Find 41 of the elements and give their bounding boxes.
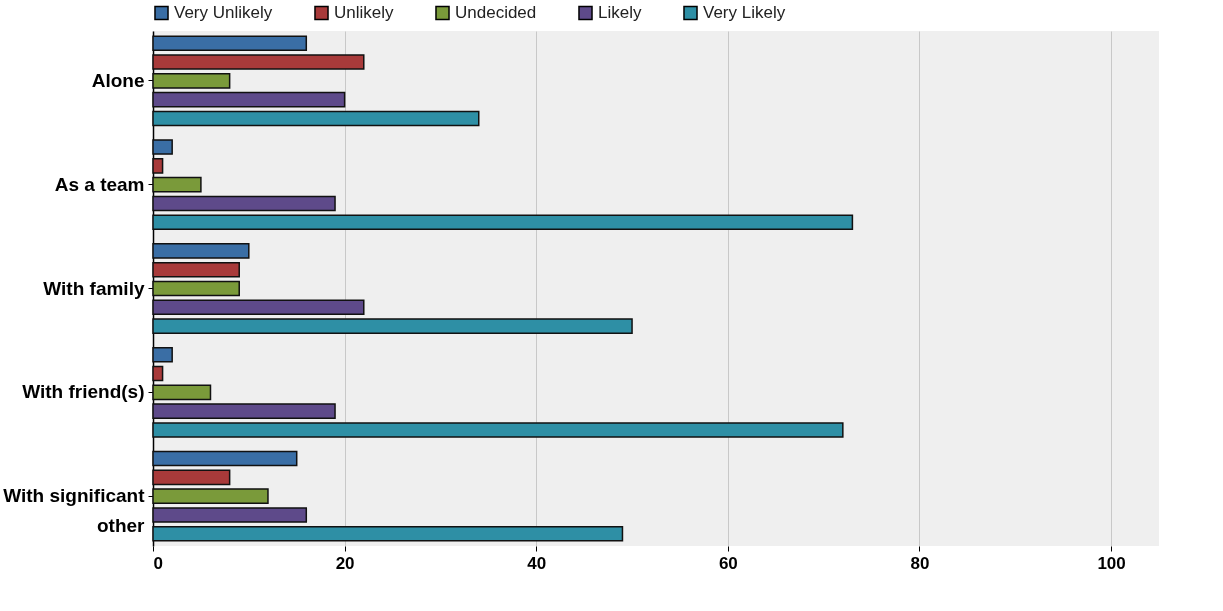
bar <box>152 35 308 52</box>
x-tick-label: 60 <box>718 553 738 573</box>
bar <box>152 488 269 504</box>
x-tick-label: 100 <box>1097 553 1126 573</box>
bar <box>152 176 202 193</box>
legend-label: Very Unlikely <box>174 2 273 22</box>
bar <box>152 299 365 316</box>
bar <box>152 525 624 542</box>
y-tick-label: With family <box>43 277 145 299</box>
bar <box>152 403 336 419</box>
bar <box>152 54 365 70</box>
bar <box>152 346 173 363</box>
legend-label: Unlikely <box>334 2 395 22</box>
bar <box>152 214 854 231</box>
bar <box>152 195 336 212</box>
legend-label: Likely <box>598 2 642 22</box>
legend-label: Undecided <box>455 2 537 22</box>
bar <box>152 384 212 401</box>
bar <box>152 110 480 127</box>
bar <box>152 139 173 155</box>
bar <box>152 450 298 467</box>
y-tick-label: As a team <box>54 173 145 195</box>
bar <box>152 91 346 108</box>
bar <box>152 280 240 297</box>
y-tick-label: With friend(s) <box>22 381 145 403</box>
x-tick-label: 0 <box>153 553 163 573</box>
y-tick-label: With significant other <box>3 485 146 537</box>
x-tick-label: 20 <box>335 553 355 573</box>
y-tick-label: Alone <box>91 69 145 91</box>
bar <box>152 261 240 278</box>
bar <box>152 158 164 174</box>
bar <box>152 422 844 438</box>
x-tick-label: 80 <box>910 553 930 573</box>
bar <box>152 318 633 334</box>
legend-label: Very Likely <box>703 2 786 22</box>
bar <box>152 365 164 382</box>
bar <box>152 507 308 523</box>
bar <box>152 243 250 259</box>
bar <box>152 469 231 486</box>
bar <box>152 73 231 89</box>
x-tick-label: 40 <box>527 553 547 573</box>
